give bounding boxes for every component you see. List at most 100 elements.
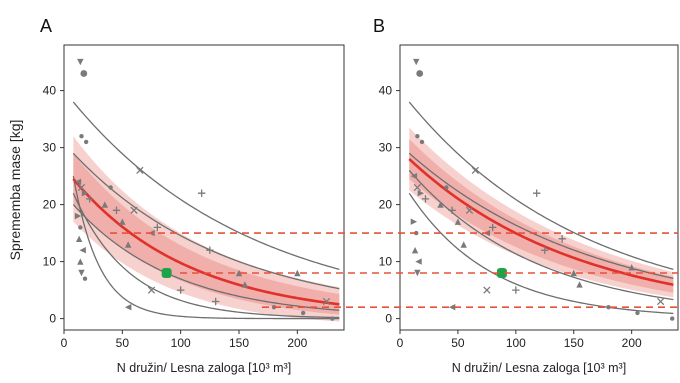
x-tick-label: 0 [397,336,404,350]
data-point [471,166,479,175]
data-point [79,247,86,254]
confidence-band-outer [409,127,674,298]
data-point [124,241,132,248]
data-point [300,310,306,316]
data-point [416,70,424,77]
data-point [235,269,243,277]
data-point [413,58,420,66]
data-point [417,190,425,197]
data-point [628,264,635,271]
confidence-band-inner [73,153,340,315]
data-point [77,183,86,192]
x-tick-label: 200 [622,336,642,350]
panel-title: A [40,16,52,36]
data-point [153,223,162,232]
data-point [421,195,430,203]
x-tick-label: 150 [564,336,584,350]
model-curve [408,152,674,280]
data-point [460,241,467,248]
y-tick-label: 0 [385,312,392,326]
model-curve [72,101,340,271]
data-point [77,58,84,66]
fit-line [408,158,674,287]
y-tick-label: 30 [379,141,393,155]
y-tick-label: 30 [43,141,57,155]
data-point [330,316,335,321]
x-tick-label: 50 [116,336,130,350]
panel-title: B [373,16,385,36]
x-tick-label: 100 [171,336,191,350]
data-point [656,297,665,306]
data-point [79,134,84,139]
data-point [85,195,94,203]
data-point [444,185,449,190]
data-point [419,139,425,145]
data-point [415,134,420,139]
data-point [119,218,126,225]
plot-area [72,58,340,322]
axes-frame [399,44,679,331]
model-curve [408,192,674,315]
data-point [75,235,83,242]
data-point [82,276,88,281]
data-point [606,305,611,310]
data-point [448,304,456,311]
model-curve [72,152,340,290]
axes-frame [63,44,345,331]
data-point [576,281,583,288]
confidence-band-inner [409,139,674,293]
data-point [541,246,549,254]
x-axis-label: N družin/ Lesna zaloga [10³ m³] [452,361,626,375]
y-tick-label: 10 [43,255,57,269]
data-point [410,172,418,180]
y-tick-label: 40 [379,84,393,98]
highlight-point [496,268,507,278]
reference-lines [110,232,678,309]
data-point [241,281,249,288]
data-point [197,189,206,197]
data-point [448,206,456,214]
x-tick-label: 200 [287,336,307,350]
data-point [413,183,422,192]
y-tick-label: 10 [379,255,393,269]
data-point [74,178,82,185]
model-curve [72,204,340,311]
model-curve [408,169,674,301]
panel-b: 0 50 100 150 200 0 10 20 30 40 B N družin/ Lesna za… [373,16,679,375]
data-point [488,223,497,232]
model-curve [408,101,674,271]
x-tick-label: 0 [61,336,68,350]
fit-line [72,178,340,306]
data-point [211,297,220,306]
x-tick-label: 150 [229,336,249,350]
data-point [414,269,421,277]
data-point [130,206,138,214]
y-tick-label: 40 [43,84,57,98]
data-point [176,286,185,294]
data-point [483,286,491,294]
data-point [80,70,88,77]
data-point [74,212,82,220]
data-point [78,225,83,230]
plot-area [408,58,675,321]
model-curve [72,192,340,319]
data-point [411,247,419,254]
data-point [77,258,84,265]
data-point [108,185,113,190]
data-point [101,201,109,208]
x-tick-label: 100 [506,336,526,350]
data-point [81,190,89,197]
data-point [454,218,462,225]
y-axis-label: Sprememba mase [kg] [7,120,23,261]
data-point [83,139,89,145]
panel-a: 0 50 100 150 200 0 10 20 30 40 A N družin/ Lesna za… [40,16,345,375]
data-point [415,258,422,265]
highlight-point [161,268,172,278]
data-point [410,218,418,225]
data-point [532,189,541,197]
data-point [147,286,156,294]
data-point [322,297,331,306]
model-curve [72,175,340,320]
data-point [670,316,675,321]
